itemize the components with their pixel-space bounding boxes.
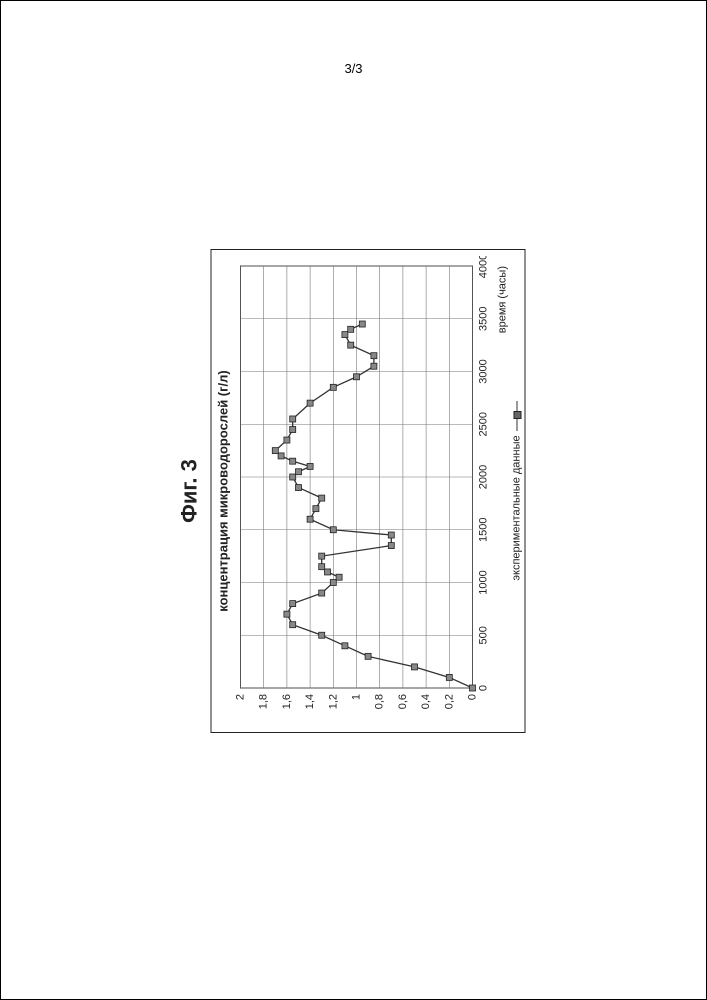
svg-text:3500: 3500	[478, 307, 490, 331]
svg-text:2: 2	[235, 694, 247, 700]
svg-text:2500: 2500	[478, 412, 490, 436]
chart-legend: экспериментальные данные	[511, 256, 523, 726]
chart-title: концентрация микроводорослей (г/л)	[216, 256, 231, 726]
svg-text:4000: 4000	[478, 256, 490, 278]
page-number: 3/3	[344, 61, 362, 76]
figure-label: Фиг. 3	[177, 249, 203, 733]
svg-text:0: 0	[478, 685, 490, 691]
svg-text:0: 0	[467, 694, 479, 700]
svg-text:0,2: 0,2	[443, 694, 455, 709]
chart-svg: 0 500 1000 1500 2000 2500 3000 3500 4000 0 0,2 0,4 0…	[235, 256, 495, 726]
svg-text:500: 500	[478, 626, 490, 644]
legend-label: экспериментальные данные	[511, 435, 523, 580]
svg-text:1,2: 1,2	[327, 694, 339, 709]
svg-text:0,4: 0,4	[420, 694, 432, 709]
chart-container: концентрация микроводорослей (г/л) 0 500 1…	[211, 249, 526, 733]
svg-text:1,8: 1,8	[258, 694, 270, 709]
svg-text:1500: 1500	[478, 518, 490, 542]
svg-text:1000: 1000	[478, 570, 490, 594]
figure-block: Фиг. 3 концентрация микроводорослей (г/л…	[177, 249, 526, 733]
svg-text:1,4: 1,4	[304, 694, 316, 709]
svg-text:3000: 3000	[478, 359, 490, 383]
svg-text:2000: 2000	[478, 465, 490, 489]
chart-xlabel: время (часы)	[497, 256, 509, 726]
svg-text:0,8: 0,8	[374, 694, 386, 709]
svg-text:0,6: 0,6	[397, 694, 409, 709]
page: 3/3 Фиг. 3 концентрация микроводорослей …	[0, 0, 707, 1000]
svg-text:1,6: 1,6	[281, 694, 293, 709]
legend-marker-icon	[516, 401, 517, 431]
svg-text:1: 1	[351, 694, 363, 700]
